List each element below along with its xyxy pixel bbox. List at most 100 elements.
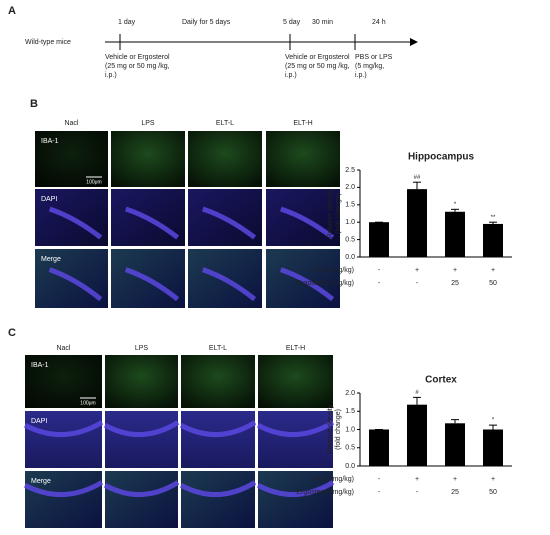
y-tick-label: 0.0 [345,463,355,470]
treatment: Vehicle or Ergosterol [285,54,350,61]
chart-title: Hippocampus [408,152,475,163]
cell-layer [103,420,180,438]
column-header: ELT-L [209,345,227,352]
micrograph [25,471,102,528]
cell-layer [48,206,103,240]
condition-value: + [415,476,419,483]
condition-value: + [491,267,495,274]
significance: ## [414,175,421,181]
column-header: ELT-H [293,120,312,127]
condition-value: + [453,476,457,483]
cell-layer [179,420,257,438]
treatment: (5 mg/kg, [355,63,384,70]
treatment: PBS or LPS [355,54,393,61]
bar [407,404,427,466]
y-axis-label: Relative density [327,188,334,238]
column-header: Nacl [56,345,70,352]
micrograph [258,471,333,528]
panel-label: A [8,5,16,17]
y-tick-label: 0.0 [345,254,355,261]
micrograph [188,131,262,187]
column-header: ELT-H [286,345,305,352]
condition-value: 25 [451,280,459,287]
condition-value: + [453,267,457,274]
condition-name: Ergosterol (mg/kg) [296,489,354,496]
timepoint: 30 min [312,19,333,26]
row-label: Merge [31,478,51,485]
timepoint: 5 day [283,19,301,26]
y-tick-label: 2.0 [345,184,355,191]
treatment: (25 mg or 50 mg /kg, [105,63,170,70]
condition-value: 50 [489,489,497,496]
panel-label: B [30,98,38,110]
timepoint: 1 day [118,19,136,26]
y-tick-label: 2.0 [345,390,355,397]
y-tick-label: 1.5 [345,408,355,415]
y-axis-label: Relative density [327,404,334,454]
micrograph [105,355,178,408]
column-header: ELT-L [216,120,234,127]
arrow-head [410,38,418,46]
condition-value: + [415,267,419,274]
subject: Wild-type mice [25,39,71,46]
y-tick-label: 1.5 [345,202,355,209]
column-header: Nacl [64,120,78,127]
micrograph [181,471,255,528]
treatment: Vehicle or Ergosterol [105,54,170,61]
y-axis-label: (fold change) [335,193,342,234]
significance: ** [491,215,496,221]
cell-layer [124,267,180,302]
y-tick-label: 0.5 [345,445,355,452]
cell-layer [48,267,103,302]
column-header: LPS [141,120,155,127]
significance: # [415,390,419,396]
micrograph [25,355,102,408]
panel-label: C [8,327,16,339]
condition-name: Ergosterol (mg/kg) [296,280,354,287]
cell-layer [280,206,335,240]
condition-name: LPS (5 mg/kg) [309,267,354,274]
timepoint: Daily for 5 days [182,19,231,26]
y-tick-label: 1.0 [345,219,355,226]
row-label: IBA-1 [31,362,49,369]
micrograph [258,355,333,408]
micrograph [105,471,178,528]
condition-value: - [378,489,381,496]
y-axis-label: (fold change) [335,409,342,450]
cell-layer [256,480,335,498]
treatment: i.p.) [285,72,297,79]
bar [445,211,465,257]
y-tick-label: 2.5 [345,167,355,174]
condition-value: - [416,489,419,496]
bar [445,423,465,466]
bar [483,429,503,466]
treatment: (25 mg or 50 mg /kg, [285,63,350,70]
significance: * [492,418,495,424]
row-label: DAPI [31,418,47,425]
condition-value: - [378,267,381,274]
condition-name: LPS (5 mg/kg) [309,476,354,483]
significance: * [454,202,457,208]
bar [369,429,389,466]
bar [483,223,503,257]
micrograph [111,131,185,187]
y-tick-label: 0.5 [345,236,355,243]
cell-layer [202,206,257,240]
condition-value: - [416,280,419,287]
cell-layer [103,480,180,498]
micrograph [258,411,333,468]
cell-layer [23,480,104,498]
treatment: i.p.) [105,72,117,79]
micrograph [181,411,255,468]
scale-bar-label: 100μm [80,400,95,406]
cell-layer [125,206,180,240]
cell-layer [179,480,257,498]
row-label: IBA-1 [41,138,59,145]
timepoint: 24 h [372,19,386,26]
treatment: i.p.) [355,72,367,79]
micrograph [266,131,340,187]
chart-title: Cortex [425,375,457,386]
condition-value: 25 [451,489,459,496]
cell-layer [23,420,104,438]
